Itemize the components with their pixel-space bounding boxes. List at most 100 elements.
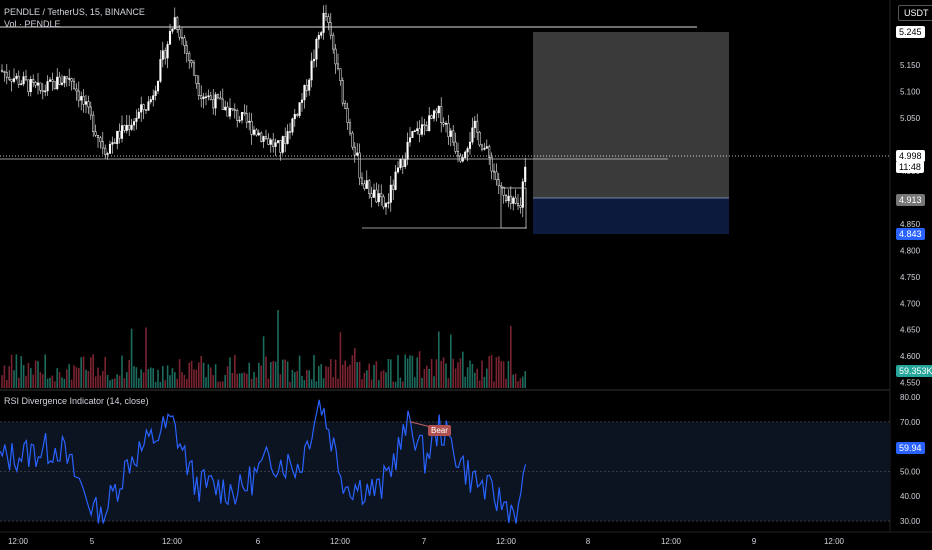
- candle-body: [449, 130, 452, 137]
- stop-level-badge: 4.913: [896, 194, 925, 206]
- candle-body: [329, 22, 332, 36]
- volume-bar: [97, 367, 99, 388]
- volume-bar: [375, 361, 378, 388]
- candle-body: [104, 147, 107, 155]
- range-box: [500, 187, 527, 229]
- volume-bar: [289, 381, 291, 388]
- volume-bar: [346, 366, 349, 388]
- volume-bar: [210, 367, 212, 388]
- candle-body: [15, 75, 18, 79]
- volume-bar: [8, 366, 10, 388]
- volume-bar: [30, 368, 32, 388]
- volume-bar: [193, 369, 195, 388]
- candle-body: [101, 141, 104, 149]
- volume-bar: [126, 372, 128, 388]
- volume-bar: [476, 368, 478, 388]
- position-zones: [533, 32, 729, 234]
- time-tick-label: 9: [752, 537, 757, 546]
- candle-body: [365, 180, 368, 189]
- volume-bar: [190, 360, 193, 388]
- volume-bar: [39, 371, 42, 388]
- price-tick-label: 4.750: [900, 273, 921, 282]
- volume-bar: [385, 372, 387, 388]
- candle-body: [317, 35, 320, 40]
- volume-bar: [483, 376, 486, 388]
- candle-body: [336, 63, 340, 69]
- countdown-badge: 11:48: [896, 161, 924, 173]
- volume-bar: [510, 326, 512, 388]
- volume-bar: [66, 369, 68, 388]
- time-tick-label: 12:00: [496, 537, 517, 546]
- volume-bar: [361, 379, 363, 388]
- price-tick-label: 4.650: [900, 326, 921, 335]
- candle-body: [224, 106, 227, 111]
- candle-body: [418, 128, 421, 135]
- volume-bar: [397, 355, 399, 388]
- volume-bar: [517, 381, 519, 388]
- candle-body: [452, 130, 455, 143]
- candle-body: [195, 74, 198, 84]
- candle-body: [84, 101, 88, 105]
- volume-bar: [445, 363, 447, 388]
- volume-bar: [322, 378, 325, 388]
- candle-body: [63, 76, 66, 84]
- candle-body: [447, 122, 450, 137]
- rsi-tick-label: 80.00: [900, 393, 921, 402]
- candle-body: [399, 158, 402, 169]
- candle-body: [65, 76, 68, 79]
- price-tick-label: 4.850: [900, 220, 921, 229]
- candle-body: [262, 136, 265, 142]
- volume-bar: [46, 378, 49, 388]
- volume-bar: [366, 370, 368, 388]
- time-tick-label: 8: [586, 537, 591, 546]
- volume-bar: [394, 381, 397, 388]
- volume-bar: [22, 365, 25, 388]
- rsi-tick-label: 70.00: [900, 418, 921, 427]
- price-tick-label: 4.600: [900, 352, 921, 361]
- candle-body: [231, 107, 234, 110]
- candle-body: [192, 62, 196, 76]
- volume-bar: [109, 380, 111, 388]
- volume-bar: [502, 361, 505, 388]
- candle-body: [34, 82, 37, 86]
- candle-body: [281, 136, 284, 153]
- volume-bar: [440, 360, 442, 388]
- volume-bar: [392, 381, 394, 388]
- candle-body: [485, 146, 488, 149]
- candle-body: [406, 141, 409, 160]
- candle-body: [502, 186, 505, 196]
- candle-body: [197, 83, 200, 96]
- candle-body: [473, 120, 476, 129]
- candle-body: [87, 101, 90, 108]
- volume-bar: [99, 375, 102, 388]
- candle-body: [48, 79, 52, 82]
- candle-body: [344, 102, 347, 109]
- volume-bar: [106, 374, 109, 388]
- candle-body: [392, 184, 395, 190]
- volume-bar: [226, 366, 229, 388]
- candle-body: [293, 114, 296, 120]
- candle-body: [272, 139, 275, 147]
- candle-body: [140, 104, 143, 113]
- candle-body: [466, 148, 469, 153]
- volume-bar: [78, 368, 80, 388]
- candle-body: [332, 34, 335, 50]
- volume-bar: [255, 377, 258, 388]
- candle-body: [476, 120, 479, 133]
- volume-bar: [246, 373, 248, 388]
- candle-body: [521, 181, 524, 208]
- currency-button[interactable]: USDT: [898, 5, 932, 21]
- candle-body: [46, 81, 49, 92]
- volume-bar: [438, 331, 440, 388]
- candle-body: [156, 80, 160, 92]
- candle-body: [190, 60, 193, 64]
- candle-body: [228, 107, 232, 117]
- candle-body: [356, 152, 359, 156]
- volume-bar: [250, 378, 253, 388]
- candle-body: [471, 127, 474, 143]
- candle-body: [432, 110, 436, 119]
- candle-body: [389, 184, 392, 203]
- loss-zone: [533, 198, 729, 234]
- volume-bar: [202, 362, 205, 388]
